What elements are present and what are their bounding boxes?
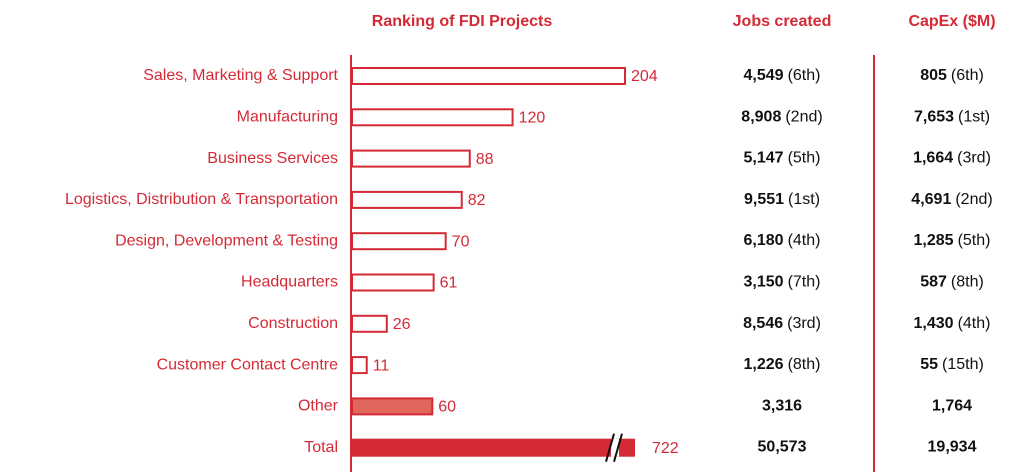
category-label: Other (298, 398, 339, 415)
cell-value: 9,551 (744, 191, 784, 208)
cell-value: 4,691 (911, 191, 951, 208)
value-label: 82 (468, 192, 486, 209)
cell-rank: (6th) (951, 67, 984, 84)
cell-rank: (15th) (942, 356, 984, 373)
cell-value: 8,908 (741, 109, 781, 126)
value-label: 120 (519, 110, 546, 127)
column-header: CapEx ($M) (908, 13, 995, 30)
cell-value: 55 (920, 356, 938, 373)
table-cell: 6,180 (4th) (744, 232, 821, 249)
value-label: 26 (393, 316, 411, 333)
table-cell: 7,653 (1st) (914, 109, 990, 126)
table-cell: 1,226 (8th) (744, 356, 821, 373)
axis-break-gap (611, 438, 619, 457)
category-label: Logistics, Distribution & Transportation (65, 191, 338, 208)
cell-value: 50,573 (758, 439, 807, 456)
category-label: Business Services (207, 150, 338, 167)
table-cell: 19,934 (928, 439, 977, 456)
table-cell: 4,691 (2nd) (911, 191, 992, 208)
bar (351, 438, 635, 457)
table-cell: 5,147 (5th) (744, 150, 821, 167)
cell-value: 8,546 (743, 315, 783, 332)
cell-rank: (4th) (788, 232, 821, 249)
cell-value: 1,285 (914, 232, 954, 249)
bar (351, 67, 626, 85)
table-cell: 1,664 (3rd) (913, 150, 991, 167)
cell-value: 6,180 (744, 232, 784, 249)
value-label: 60 (438, 399, 456, 416)
table-cell: 805 (6th) (920, 67, 984, 84)
cell-value: 1,664 (913, 150, 953, 167)
bar (351, 273, 435, 292)
table-cell: 1,285 (5th) (914, 232, 991, 249)
table-cell: 3,316 (762, 398, 802, 415)
category-label: Total (304, 439, 338, 456)
cell-rank: (1st) (788, 191, 820, 208)
table-cell: 4,549 (6th) (744, 67, 821, 84)
category-label: Headquarters (241, 274, 338, 291)
category-label: Construction (248, 315, 338, 332)
table-cell: 1,764 (932, 398, 972, 415)
cell-value: 1,764 (932, 398, 972, 415)
cell-value: 1,226 (744, 356, 784, 373)
cell-rank: (8th) (951, 274, 984, 291)
table-cell: 3,150 (7th) (744, 274, 821, 291)
cell-rank: (2nd) (955, 191, 992, 208)
value-label: 11 (373, 357, 390, 374)
bar (351, 190, 463, 209)
category-label: Manufacturing (237, 109, 338, 126)
cell-rank: (3rd) (787, 315, 821, 332)
axis-break (613, 433, 623, 462)
cell-rank: (1st) (958, 109, 990, 126)
cell-value: 587 (920, 274, 947, 291)
cell-value: 1,430 (914, 315, 954, 332)
cell-rank: (5th) (958, 232, 991, 249)
cell-value: 5,147 (744, 150, 784, 167)
bar (351, 149, 471, 168)
category-label: Design, Development & Testing (115, 232, 338, 249)
table-cell: 55 (15th) (920, 356, 984, 373)
bar (351, 232, 447, 251)
cell-rank: (4th) (958, 315, 991, 332)
axis-break (605, 433, 615, 462)
value-label: 61 (440, 275, 458, 292)
category-label: Sales, Marketing & Support (143, 67, 338, 84)
table-cell: 1,430 (4th) (914, 315, 991, 332)
bar (351, 356, 368, 375)
value-label: 88 (476, 151, 494, 168)
cell-value: 7,653 (914, 109, 954, 126)
cell-rank: (2nd) (785, 109, 822, 126)
column-header: Jobs created (733, 13, 832, 30)
bar (351, 314, 388, 333)
cell-value: 3,150 (744, 274, 784, 291)
cell-rank: (7th) (788, 274, 821, 291)
cell-value: 19,934 (928, 439, 977, 456)
bar (351, 108, 514, 127)
value-label: 722 (652, 440, 679, 457)
value-label: 204 (631, 68, 658, 85)
cell-value: 4,549 (744, 67, 784, 84)
bar (351, 397, 434, 416)
cell-rank: (3rd) (957, 150, 991, 167)
cell-rank: (8th) (788, 356, 821, 373)
cell-rank: (6th) (788, 67, 821, 84)
table-cell: 8,908 (2nd) (741, 109, 822, 126)
cell-value: 805 (920, 67, 947, 84)
value-label: 70 (452, 233, 470, 250)
table-cell: 8,546 (3rd) (743, 315, 821, 332)
category-label: Customer Contact Centre (157, 356, 339, 373)
cell-rank: (5th) (788, 150, 821, 167)
cell-value: 3,316 (762, 398, 802, 415)
table-cell: 50,573 (758, 439, 807, 456)
chart-title: Ranking of FDI Projects (372, 13, 553, 30)
table-cell: 587 (8th) (920, 274, 984, 291)
table-cell: 9,551 (1st) (744, 191, 820, 208)
